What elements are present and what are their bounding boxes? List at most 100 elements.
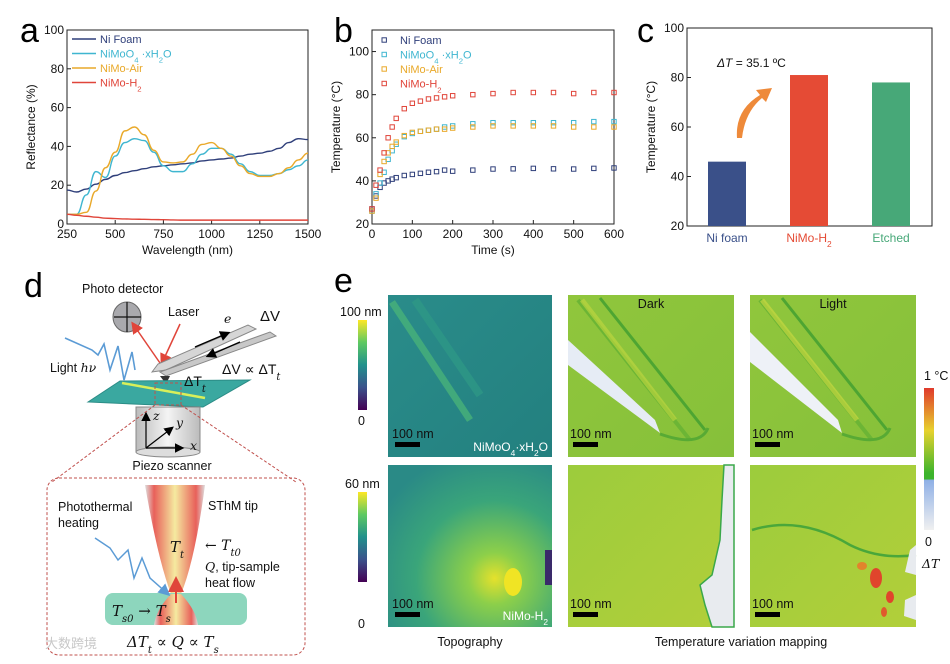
legend-marker: [381, 37, 387, 43]
scale-bar: [573, 612, 598, 617]
light-label: Light hν: [50, 360, 97, 375]
topography-map-nimoo4: [388, 295, 552, 457]
data-point: [530, 123, 537, 129]
x-tick-label: 600: [604, 227, 624, 241]
sample-hotspot: [154, 594, 198, 625]
temperature-map-dark-nimo-h2: [568, 464, 735, 628]
scale-bar: [573, 442, 598, 447]
data-point: [389, 124, 395, 130]
y-tick-label: 0: [57, 217, 64, 231]
data-point: [550, 119, 557, 126]
data-point: [377, 167, 383, 173]
legend-label: NiMoO4 ·xH2O: [400, 50, 472, 66]
data-point: [425, 96, 432, 102]
y-axis-label: Temperature (°C): [329, 81, 343, 173]
temperature-time-chart: 20 40 60 80 100 0 100 200 300 400 500 600 Time (s) Te…: [329, 29, 624, 257]
x-tick-label: 250: [57, 227, 77, 241]
scale-bar: [395, 442, 420, 447]
legend-marker: [381, 80, 387, 87]
data-point: [510, 89, 516, 96]
data-point: [381, 158, 387, 165]
x-tick-label: 200: [443, 227, 463, 241]
data-point: [611, 124, 617, 130]
data-point: [550, 166, 557, 172]
legend-label: Ni Foam: [400, 35, 442, 47]
data-point: [510, 166, 516, 172]
category-label: Ni foam: [706, 231, 747, 245]
sample-plate: [86, 379, 252, 408]
laser-label: Laser: [168, 305, 199, 319]
scale-bar: [755, 442, 780, 447]
light-condition-label: Light: [819, 297, 847, 311]
data-point: [449, 125, 456, 131]
data-point: [393, 139, 399, 145]
scale-bar-label: 100 nm: [752, 597, 794, 611]
scale-bar-label: 100 nm: [570, 597, 612, 611]
scale-bar-label: 100 nm: [570, 427, 612, 441]
data-point: [570, 90, 577, 97]
heating-label: heating: [58, 516, 99, 530]
y-tick-label: 20: [51, 178, 65, 192]
tip-initial-temperature-label: ← Tt0: [205, 538, 242, 559]
y-tick-label: 20: [356, 217, 370, 231]
data-point: [441, 126, 448, 132]
photo-detector-label: Photo detector: [82, 282, 163, 296]
data-point: [425, 127, 432, 133]
y-axis-label: Temperature (°C): [644, 81, 658, 173]
data-point: [611, 118, 617, 125]
data-point: [490, 166, 496, 172]
y-tick-label: 100: [44, 23, 64, 37]
cantilever-icon: [150, 324, 278, 384]
data-point: [441, 167, 448, 173]
y-tick-label: 60: [671, 120, 685, 134]
data-point: [425, 127, 432, 133]
topo-colorbar-max-bottom: 60 nm: [345, 477, 380, 491]
data-point: [385, 135, 391, 141]
legend-label: NiMoO4 ·xH2O: [100, 49, 172, 65]
legend-label: NiMo-Air: [400, 64, 443, 76]
data-point: [470, 91, 476, 98]
photothermal-wave-icon: [94, 537, 171, 596]
temperature-map-light-nimoo4: [750, 295, 916, 457]
data-point: [470, 121, 476, 127]
data-point: [570, 124, 577, 130]
photothermal-label: Photothermal: [58, 500, 132, 514]
temperature-map-light-nimo-h2: [750, 465, 917, 627]
data-point: [433, 168, 440, 175]
temperature-map-dark-nimoo4: [568, 295, 734, 457]
data-point: [490, 119, 496, 126]
x-tick-label: 1500: [295, 227, 322, 241]
data-point: [611, 89, 617, 96]
data-point: [449, 168, 456, 174]
x-tick-label: 1000: [198, 227, 225, 241]
series-line-NiMo-Air: [67, 126, 309, 216]
x-axis-label: Wavelength (nm): [142, 243, 233, 257]
data-point: [433, 95, 440, 101]
scale-bar-label: 100 nm: [392, 597, 434, 611]
data-point: [530, 165, 537, 172]
data-point: [550, 123, 557, 129]
axis-z-label: z: [152, 408, 160, 423]
data-point: [389, 143, 395, 150]
y-tick-label: 80: [671, 71, 685, 85]
reflectance-chart: 0 20 40 60 80 100 250 500 750 1000 1250 1500 Wavelen…: [24, 23, 322, 257]
data-point: [401, 172, 407, 179]
y-tick-label: 60: [356, 131, 370, 145]
data-point: [570, 166, 577, 172]
heat-flow-label: Q, tip-sample: [205, 559, 280, 574]
delta-v-proportional-label: ΔV ∝ ΔTt: [222, 361, 281, 383]
axis-y-label: y: [175, 415, 184, 430]
delta-v-label: ΔV: [260, 308, 280, 325]
light-wave-icon: [64, 337, 136, 381]
data-point: [401, 132, 407, 139]
legend-label: NiMo-H2: [400, 79, 442, 95]
scale-bars: 100 nm 100 nm 100 nm 100 nm 100 nm 100 nm: [392, 427, 794, 617]
x-tick-label: 500: [564, 227, 584, 241]
y-tick-label: 40: [671, 170, 685, 184]
panel-label-a: a: [20, 12, 39, 50]
dark-label: Dark: [638, 297, 665, 311]
sthm-tip-label: SThM tip: [208, 499, 258, 513]
scale-bar: [755, 612, 780, 617]
laser-beam: [160, 323, 181, 366]
sample-label-nimo-h2: NiMo-H2: [503, 609, 549, 627]
